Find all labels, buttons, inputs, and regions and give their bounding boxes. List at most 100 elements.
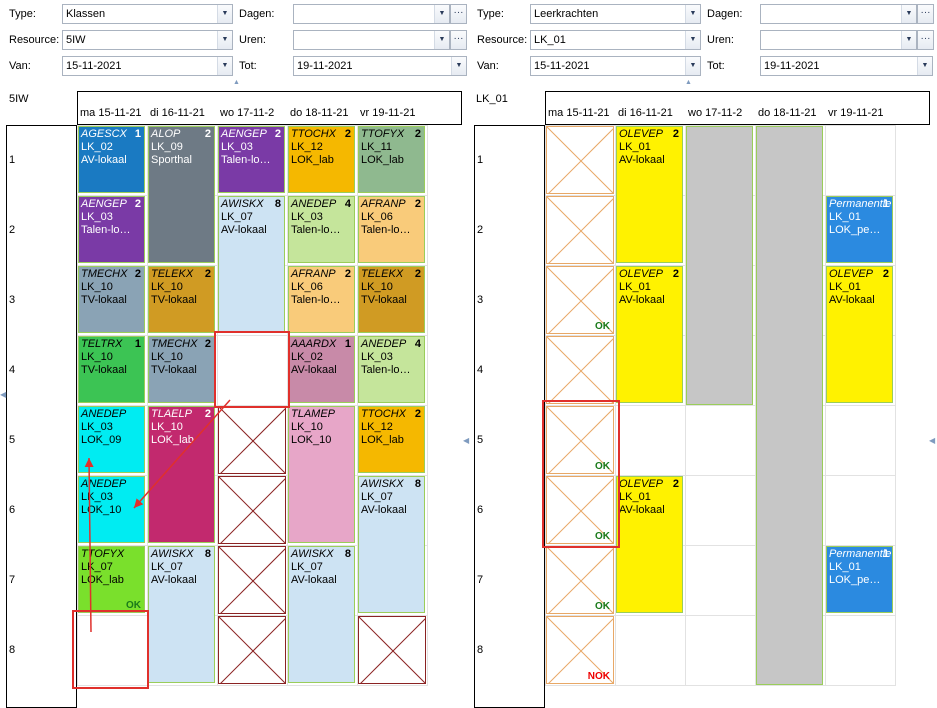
- van-datepicker[interactable]: 15-11-2021 ▼: [62, 56, 233, 76]
- lesson-block[interactable]: TLAELP LK_10 LOK_lab 2: [148, 406, 215, 543]
- uren-more-button[interactable]: ···: [450, 30, 467, 50]
- blocked-cell[interactable]: [546, 336, 614, 404]
- lesson-block[interactable]: AWISKX LK_07 AV-lokaal 8: [218, 196, 285, 333]
- lesson-block[interactable]: TELEKX LK_10 TV-lokaal 2: [148, 266, 215, 333]
- lesson-code: OLEVEP: [619, 478, 664, 490]
- blocked-cell[interactable]: [546, 196, 614, 264]
- timetable-cell[interactable]: [685, 475, 756, 546]
- tot-datepicker[interactable]: 19-11-2021 ▼: [293, 56, 467, 76]
- lesson-block[interactable]: TTOFYX LK_11 LOK_lab 2: [358, 126, 425, 193]
- lesson-block[interactable]: AWISKX LK_07 AV-lokaal 8: [288, 546, 355, 683]
- lesson-block[interactable]: TELEKX LK_10 TV-lokaal 2: [358, 266, 425, 333]
- day-header[interactable]: do 18-11-21: [758, 107, 817, 119]
- lesson-block[interactable]: TLAMEP LK_10 LOK_10: [288, 406, 355, 543]
- chevron-down-icon[interactable]: ▼: [434, 31, 449, 49]
- lesson-block[interactable]: OLEVEP LK_01 AV-lokaal 2: [616, 126, 683, 263]
- chevron-down-icon[interactable]: ▼: [917, 57, 932, 75]
- day-header[interactable]: do 18-11-21: [290, 107, 349, 119]
- timetable-cell[interactable]: [685, 545, 756, 616]
- lesson-block[interactable]: TTOFYX LK_07 LOK_lab OK: [78, 546, 145, 613]
- timetable-cell[interactable]: [685, 615, 756, 686]
- timetable-cell[interactable]: [615, 615, 686, 686]
- day-header[interactable]: ma 15-11-21: [548, 107, 610, 119]
- lesson-block[interactable]: AGESCX LK_02 AV-lokaal 1: [78, 126, 145, 193]
- blocked-cell[interactable]: OK: [546, 406, 614, 474]
- day-header[interactable]: di 16-11-21: [150, 107, 205, 119]
- resource-select[interactable]: 5IW ▼: [62, 30, 233, 50]
- day-header[interactable]: wo 17-11-2: [220, 107, 275, 119]
- day-header[interactable]: vr 19-11-21: [360, 107, 416, 119]
- chevron-down-icon[interactable]: ▼: [434, 5, 449, 23]
- chevron-down-icon[interactable]: ▼: [217, 57, 232, 75]
- uren-more-button[interactable]: ···: [917, 30, 934, 50]
- day-header[interactable]: ma 15-11-21: [80, 107, 142, 119]
- type-select[interactable]: Leerkrachten ▼: [530, 4, 701, 24]
- collapse-up-icon[interactable]: ▲: [685, 79, 692, 86]
- lesson-block[interactable]: TMECHX LK_10 TV-lokaal 2: [78, 266, 145, 333]
- lesson-block[interactable]: OLEVEP LK_01 AV-lokaal 2: [826, 266, 893, 403]
- collapse-up-icon[interactable]: ▲: [233, 79, 240, 86]
- blocked-cell[interactable]: OK: [546, 546, 614, 614]
- day-header[interactable]: vr 19-11-21: [828, 107, 884, 119]
- chevron-down-icon[interactable]: ▼: [217, 5, 232, 23]
- lesson-block[interactable]: TMECHX LK_10 TV-lokaal 2: [148, 336, 215, 403]
- blocked-cell[interactable]: [546, 126, 614, 194]
- lesson-block[interactable]: OLEVEP LK_01 AV-lokaal 2: [616, 266, 683, 403]
- lesson-block[interactable]: OLEVEP LK_01 AV-lokaal 2: [616, 476, 683, 613]
- lesson-block[interactable]: AAARDX LK_02 AV-lokaal 1: [288, 336, 355, 403]
- blocked-cell[interactable]: OK: [546, 476, 614, 544]
- timetable-cell[interactable]: [825, 405, 896, 476]
- lesson-block[interactable]: ANEDEP LK_03 LOK_09: [78, 406, 145, 473]
- van-datepicker[interactable]: 15-11-2021 ▼: [530, 56, 701, 76]
- lesson-block[interactable]: TTOCHX LK_12 LOK_lab 2: [358, 406, 425, 473]
- day-header[interactable]: wo 17-11-2: [688, 107, 743, 119]
- type-select[interactable]: Klassen ▼: [62, 4, 233, 24]
- uren-select[interactable]: ▼: [760, 30, 917, 50]
- unavailable-block: [756, 126, 823, 685]
- timetable-cell[interactable]: [825, 475, 896, 546]
- lesson-block[interactable]: AWISKX LK_07 AV-lokaal 8: [148, 546, 215, 683]
- chevron-down-icon[interactable]: ▼: [685, 5, 700, 23]
- blocked-cell[interactable]: [218, 406, 286, 474]
- chevron-down-icon[interactable]: ▼: [901, 31, 916, 49]
- timetable-cell[interactable]: [825, 125, 896, 196]
- chevron-down-icon[interactable]: ▼: [901, 5, 916, 23]
- blocked-cell[interactable]: [218, 476, 286, 544]
- lesson-block[interactable]: ANEDEP LK_03 LOK_10: [78, 476, 145, 543]
- timetable-cell[interactable]: [825, 615, 896, 686]
- uren-select[interactable]: ▼: [293, 30, 450, 50]
- timetable-cell[interactable]: [685, 405, 756, 476]
- lesson-block[interactable]: ALOP LK_09 Sporthal 2: [148, 126, 215, 263]
- resource-select[interactable]: LK_01 ▼: [530, 30, 701, 50]
- chevron-down-icon[interactable]: ▼: [451, 57, 466, 75]
- timetable-cell[interactable]: [615, 405, 686, 476]
- collapse-left-icon[interactable]: ◀: [929, 436, 936, 445]
- dagen-more-button[interactable]: ···: [917, 4, 934, 24]
- blocked-cell[interactable]: [358, 616, 426, 684]
- lesson-block[interactable]: TTOCHX LK_12 LOK_lab 2: [288, 126, 355, 193]
- blocked-cell[interactable]: [218, 616, 286, 684]
- collapse-left-icon[interactable]: ◀: [463, 436, 470, 445]
- chevron-down-icon[interactable]: ▼: [685, 31, 700, 49]
- dagen-more-button[interactable]: ···: [450, 4, 467, 24]
- lesson-block[interactable]: AWISKX LK_07 AV-lokaal 8: [358, 476, 425, 613]
- day-header[interactable]: di 16-11-21: [618, 107, 673, 119]
- lesson-block[interactable]: TELTRX LK_10 TV-lokaal 1: [78, 336, 145, 403]
- dagen-select[interactable]: ▼: [760, 4, 917, 24]
- chevron-down-icon[interactable]: ▼: [217, 31, 232, 49]
- blocked-cell[interactable]: OK: [546, 266, 614, 334]
- blocked-cell[interactable]: NOK: [546, 616, 614, 684]
- collapse-left-icon[interactable]: ◀: [0, 390, 7, 399]
- chevron-down-icon[interactable]: ▼: [685, 57, 700, 75]
- blocked-cell[interactable]: [218, 546, 286, 614]
- dagen-select[interactable]: ▼: [293, 4, 450, 24]
- tot-datepicker[interactable]: 19-11-2021 ▼: [760, 56, 933, 76]
